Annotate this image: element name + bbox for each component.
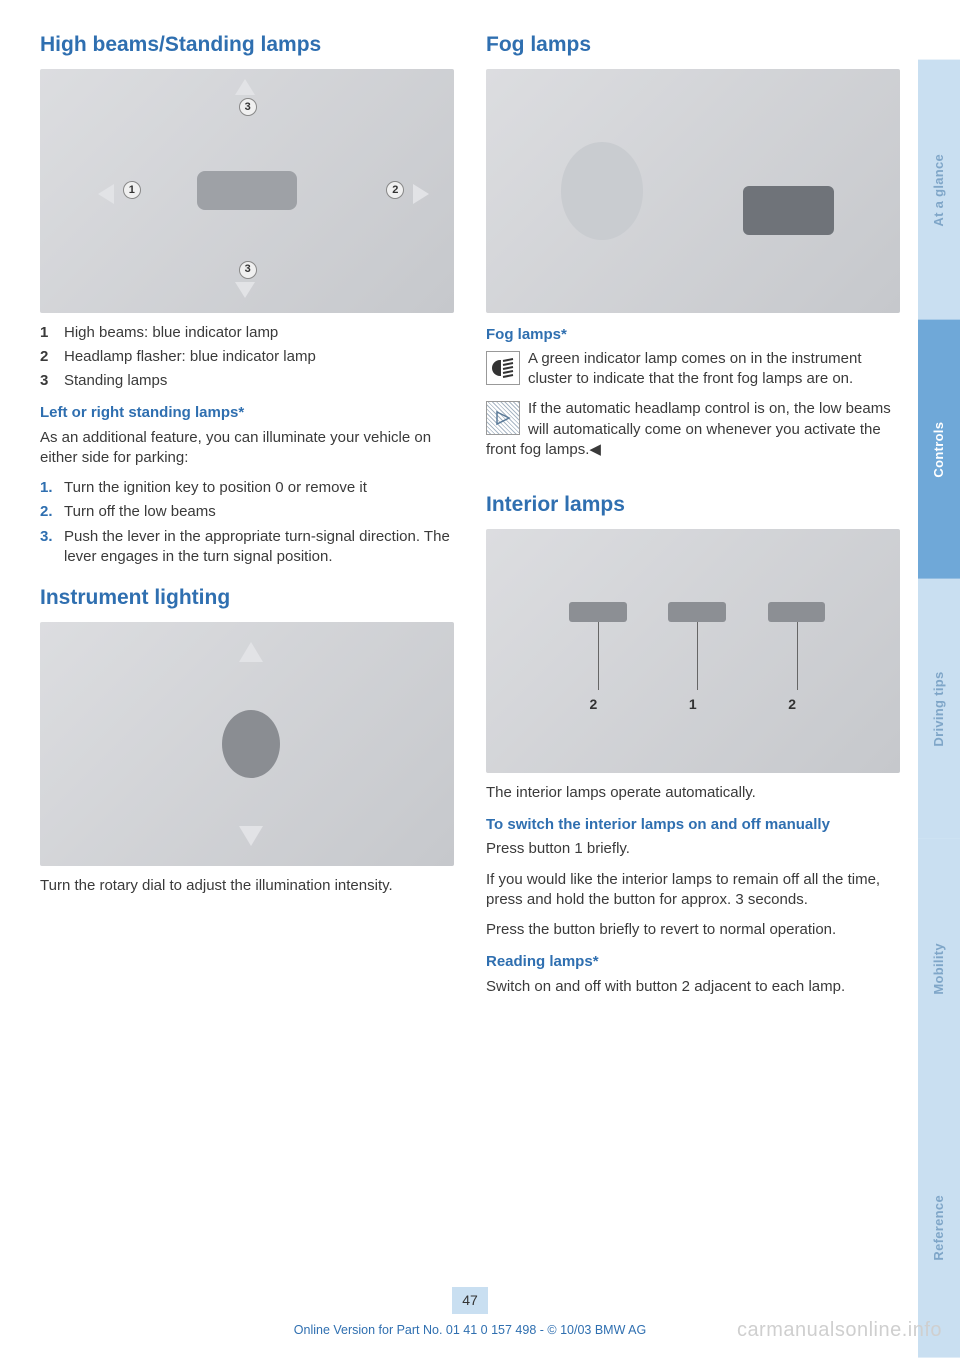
paragraph-fog-auto: If the automatic headlamp control is on,… (486, 399, 900, 460)
paragraph-reading: Switch on and off with button 2 adjacent… (486, 977, 900, 997)
paragraph-interior-button1: Press button 1 briefly. (486, 839, 900, 859)
page-footer: 47 Online Version for Part No. 01 41 0 1… (40, 1273, 900, 1358)
subheading-fog-lamps: Fog lamps* (486, 325, 900, 345)
list-item: 3. Push the lever in the appropriate tur… (40, 527, 454, 568)
list-standing-steps: 1. Turn the ignition key to position 0 o… (40, 478, 454, 567)
tab-mobility[interactable]: Mobility (918, 839, 960, 1099)
step-text: Turn off the low beams (64, 502, 454, 522)
arrow-up-icon (235, 79, 255, 95)
legend-text: High beams: blue indicator lamp (64, 323, 454, 343)
legend-num: 2 (40, 347, 54, 367)
list-item: 2. Turn off the low beams (40, 502, 454, 522)
paragraph-instrument: Turn the rotary dial to adjust the illum… (40, 876, 454, 896)
note-fog-green: A green indicator lamp comes on in the i… (486, 349, 900, 400)
heading-interior-lamps: Interior lamps (486, 492, 900, 517)
paragraph-interior-hold: If you would like the interior lamps to … (486, 870, 900, 911)
tab-at-a-glance[interactable]: At a glance (918, 60, 960, 320)
fog-lamp-icon (486, 351, 520, 385)
list-high-beam-legend: 1 High beams: blue indicator lamp 2 Head… (40, 323, 454, 392)
arrow-up-icon (239, 642, 263, 662)
list-item: 3 Standing lamps (40, 371, 454, 391)
step-num: 2. (40, 502, 54, 522)
step-num: 1. (40, 478, 54, 498)
figure-label-1: 1 (123, 181, 141, 199)
list-item: 1 High beams: blue indicator lamp (40, 323, 454, 343)
step-num: 3. (40, 527, 54, 568)
subheading-interior-manual: To switch the interior lamps on and off … (486, 815, 900, 835)
leader-line (797, 622, 798, 690)
legend-num: 3 (40, 371, 54, 391)
figure-interior-lamps: 2 1 2 (486, 529, 900, 773)
note-fog-auto: If the automatic headlamp control is on,… (486, 399, 900, 470)
lamp-slot-icon (768, 602, 826, 621)
note-icon (486, 401, 520, 435)
lamp-slot-icon (569, 602, 627, 621)
footer-online-version: Online Version for Part No. 01 41 0 157 … (294, 1323, 646, 1337)
arrow-down-icon (235, 282, 255, 298)
paragraph-interior-revert: Press the button briefly to revert to no… (486, 920, 900, 940)
content-area: High beams/Standing lamps 3 1 2 3 1 High… (0, 0, 918, 1358)
side-tabs: At a glance Controls Driving tips Mobili… (918, 60, 960, 1358)
figure-label-2-right: 2 (788, 695, 796, 714)
two-column-layout: High beams/Standing lamps 3 1 2 3 1 High… (40, 32, 900, 1273)
step-text: Push the lever in the appropriate turn-s… (64, 527, 454, 568)
heading-instrument-lighting: Instrument lighting (40, 585, 454, 610)
arrow-down-icon (239, 826, 263, 846)
legend-num: 1 (40, 323, 54, 343)
paragraph-standing-intro: As an additional feature, you can illumi… (40, 428, 454, 469)
tab-reference[interactable]: Reference (918, 1098, 960, 1358)
lamp-slot-icon (668, 602, 726, 621)
heading-fog-lamps: Fog lamps (486, 32, 900, 57)
figure-fog-lamp-switch (486, 69, 900, 313)
figure-label-3-top: 3 (239, 98, 257, 116)
figure-label-2-left: 2 (590, 695, 598, 714)
figure-high-beam-lever: 3 1 2 3 (40, 69, 454, 313)
figure-label-2: 2 (386, 181, 404, 199)
arrow-left-icon (98, 184, 114, 204)
leader-line (598, 622, 599, 690)
heading-high-beams: High beams/Standing lamps (40, 32, 454, 57)
tab-driving-tips[interactable]: Driving tips (918, 579, 960, 839)
right-column: Fog lamps Fog lamps* A (486, 32, 900, 1273)
figure-instrument-dial (40, 622, 454, 866)
left-column: High beams/Standing lamps 3 1 2 3 1 High… (40, 32, 454, 1273)
legend-text: Standing lamps (64, 371, 454, 391)
figure-label-1-center: 1 (689, 695, 697, 714)
leader-line (697, 622, 698, 690)
arrow-right-icon (413, 184, 429, 204)
paragraph-interior-auto: The interior lamps operate automatically… (486, 783, 900, 803)
list-item: 2 Headlamp flasher: blue indicator lamp (40, 347, 454, 367)
legend-text: Headlamp flasher: blue indicator lamp (64, 347, 454, 367)
step-text: Turn the ignition key to position 0 or r… (64, 478, 454, 498)
figure-label-3-bottom: 3 (239, 261, 257, 279)
paragraph-fog-green: A green indicator lamp comes on in the i… (486, 349, 900, 390)
page-number: 47 (452, 1287, 488, 1314)
subheading-standing-lamps: Left or right standing lamps* (40, 403, 454, 423)
tab-controls[interactable]: Controls (918, 320, 960, 580)
page: High beams/Standing lamps 3 1 2 3 1 High… (0, 0, 960, 1358)
list-item: 1. Turn the ignition key to position 0 o… (40, 478, 454, 498)
subheading-reading-lamps: Reading lamps* (486, 952, 900, 972)
